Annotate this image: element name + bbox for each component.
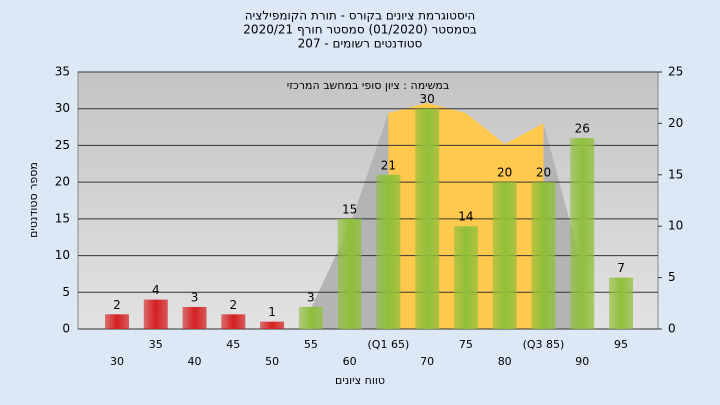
- value-label: 3: [307, 290, 315, 304]
- chart-title: היסטוגרמת ציונים בקורס - תורת הקומפילציה: [245, 9, 476, 23]
- y-tick-label: 15: [55, 211, 70, 225]
- x-tick-label: 70: [420, 355, 434, 368]
- value-label: 2: [229, 298, 237, 312]
- y2-tick-label: 25: [668, 65, 683, 79]
- bar: [492, 182, 517, 329]
- x-tick-label: 75: [459, 338, 473, 351]
- y-tick-label: 5: [62, 285, 70, 299]
- x-tick-label: 90: [575, 355, 589, 368]
- bar: [531, 182, 556, 329]
- y-tick-label: 20: [55, 175, 70, 189]
- chart-title: סטודנטים רשומים - 207: [298, 37, 423, 51]
- y-tick-label: 25: [55, 138, 70, 152]
- x-tick-label: 80: [498, 355, 512, 368]
- x-tick-label: (Q3 85): [523, 338, 565, 351]
- y-tick-label: 35: [55, 65, 70, 79]
- chart-title: בסמסטר (01/2020) סמסטר חורף 2020/21: [243, 23, 476, 37]
- bar: [453, 226, 478, 329]
- bar: [221, 314, 246, 329]
- x-tick-label: 95: [614, 338, 628, 351]
- y2-tick-label: 10: [668, 219, 683, 233]
- y-tick-label: 30: [55, 101, 70, 115]
- value-label: 3: [191, 290, 199, 304]
- x-tick-label: (Q1 65): [368, 338, 410, 351]
- y2-tick-label: 15: [668, 167, 683, 181]
- bar: [182, 306, 207, 329]
- value-label: 7: [617, 261, 625, 275]
- value-label: 15: [342, 202, 357, 216]
- bar: [415, 108, 440, 329]
- x-tick-label: 55: [304, 338, 318, 351]
- value-label: 21: [381, 158, 396, 172]
- bar: [143, 299, 168, 329]
- x-tick-label: 50: [265, 355, 279, 368]
- bar: [260, 321, 285, 329]
- area: [310, 113, 389, 330]
- x-tick-label: 35: [149, 338, 163, 351]
- bar: [570, 138, 595, 329]
- x-tick-label: 45: [226, 338, 240, 351]
- x-tick-label: 30: [110, 355, 124, 368]
- bar: [337, 218, 362, 329]
- bar: [376, 174, 401, 329]
- y-tick-label: 10: [55, 248, 70, 262]
- value-label: 30: [420, 92, 435, 106]
- y2-tick-label: 5: [668, 270, 676, 284]
- y-tick-label: 0: [62, 322, 70, 336]
- bar: [105, 314, 129, 329]
- value-label: 26: [575, 122, 590, 136]
- value-label: 14: [458, 210, 473, 224]
- value-label: 20: [497, 166, 512, 180]
- value-label: 2: [113, 298, 121, 312]
- subtitle: במשימה : ציון סופי במחשב המרכזי: [287, 79, 450, 92]
- x-tick-label: 60: [343, 355, 357, 368]
- value-label: 20: [536, 166, 551, 180]
- x-tick-label: 40: [188, 355, 202, 368]
- x-axis-label: טווח ציונים: [335, 374, 385, 387]
- bar: [298, 306, 323, 329]
- y2-tick-label: 20: [668, 116, 683, 130]
- y2-tick-label: 0: [668, 322, 676, 336]
- bar: [609, 277, 634, 329]
- value-label: 1: [268, 305, 276, 319]
- value-label: 4: [152, 283, 160, 297]
- y-axis-label: מספר סטודנטים: [27, 162, 40, 238]
